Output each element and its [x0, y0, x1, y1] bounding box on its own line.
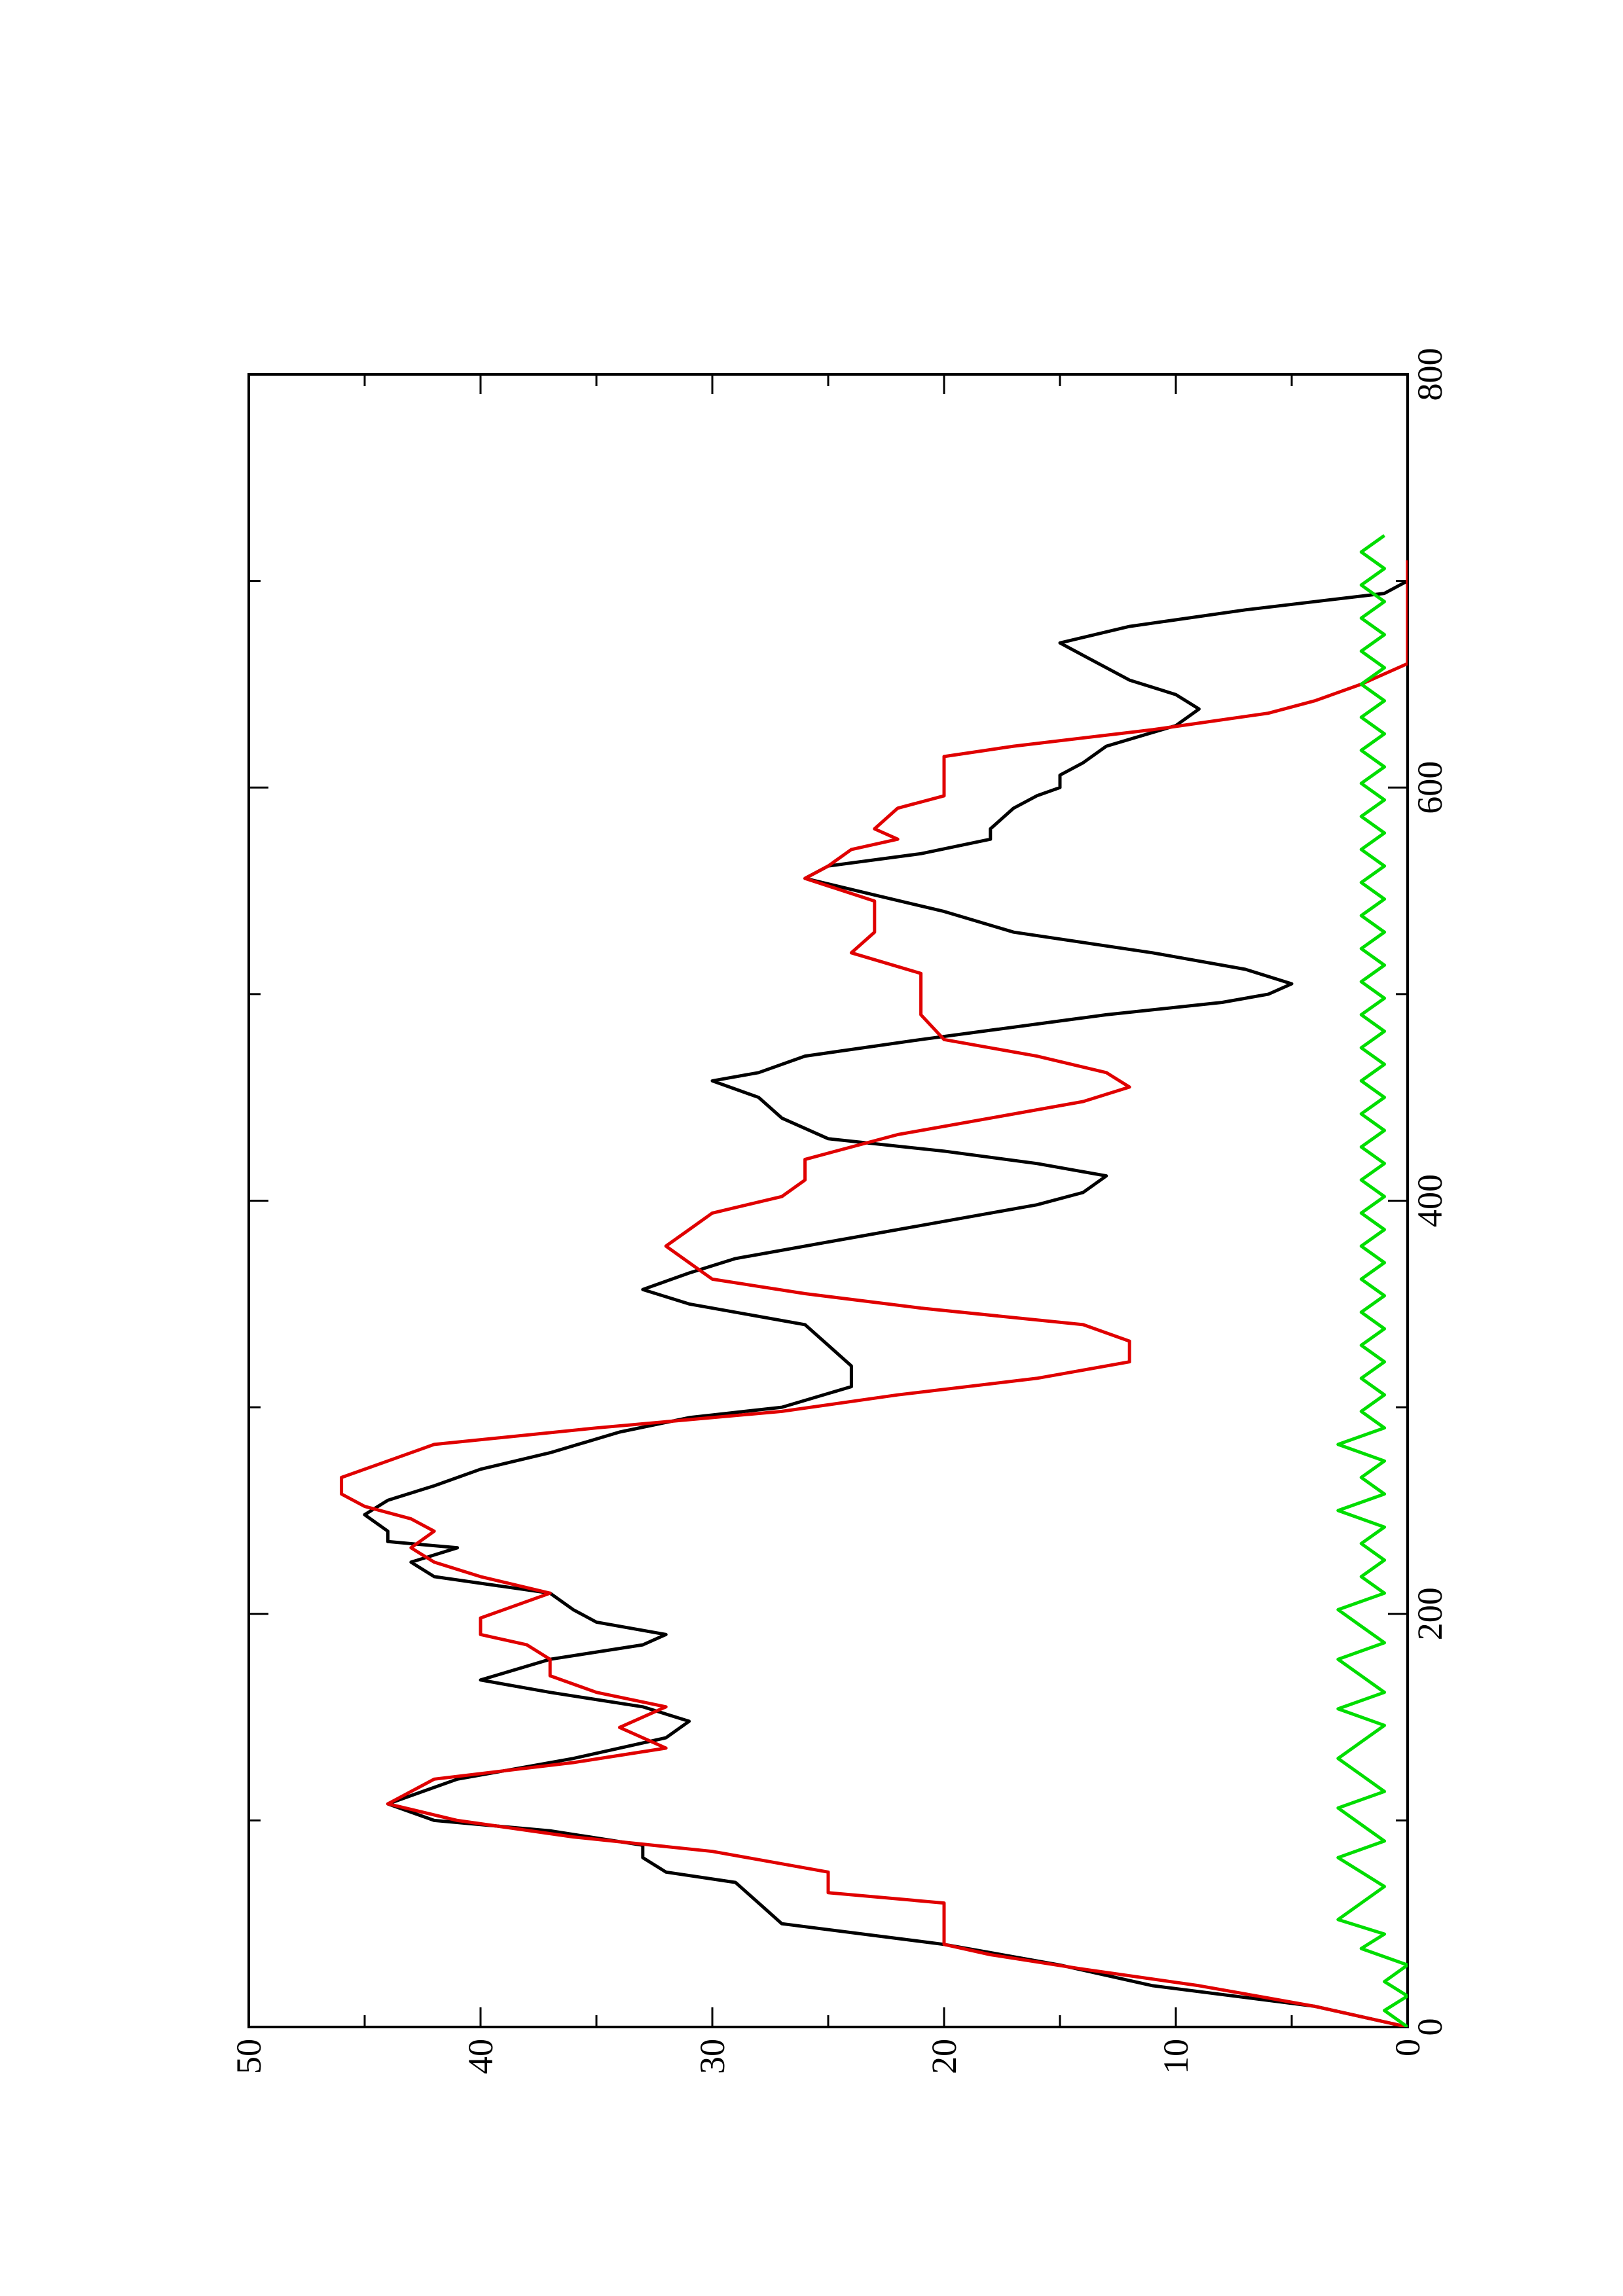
series-line-2 [1336, 534, 1408, 2027]
y-tick-label-2: 20 [924, 2039, 964, 2074]
y-tick-label-5: 50 [229, 2039, 268, 2074]
series-line-1 [340, 560, 1408, 2027]
x-tick-label-3: 600 [1410, 761, 1450, 814]
x-tick-label-2: 400 [1410, 1174, 1450, 1227]
series-line-0 [363, 560, 1408, 2027]
series-layer [340, 534, 1408, 2027]
y-tick-label-4: 40 [461, 2039, 500, 2074]
x-tick-label-0: 0 [1410, 2018, 1450, 2036]
tick-marks [247, 373, 1409, 2028]
tick-labels: 0 200 400 600 800 0 10 20 30 40 50 [229, 348, 1450, 2075]
x-tick-label-4: 800 [1410, 348, 1450, 401]
x-tick-label-1: 200 [1410, 1587, 1450, 1640]
plot-area-frame [247, 373, 1409, 2028]
y-tick-label-3: 30 [693, 2039, 732, 2074]
y-tick-label-0: 0 [1388, 2039, 1427, 2056]
y-tick-label-1: 10 [1156, 2039, 1195, 2074]
